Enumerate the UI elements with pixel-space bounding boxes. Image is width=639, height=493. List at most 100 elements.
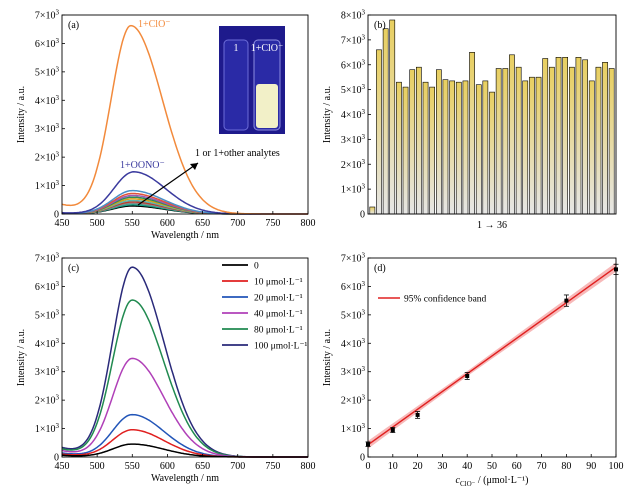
y-tick-label: 1×103	[35, 179, 60, 192]
inset-vial-left	[223, 39, 249, 131]
y-tick-label: 4×103	[35, 337, 60, 350]
x-tick-label: 10	[388, 461, 398, 472]
plot-frame	[61, 14, 309, 215]
bar-7	[415, 66, 422, 215]
x-axis-label: Wavelength / nm	[151, 473, 219, 484]
y-tick-label: 3×103	[35, 365, 60, 378]
legend-label-2: 20 μmol·L⁻¹	[254, 294, 303, 304]
legend-label: 95% confidence band	[404, 294, 487, 305]
x-tick-label: 80	[561, 461, 571, 472]
fit-line	[367, 266, 617, 446]
panel-d: 95% confidence band 0 1×103 2×103 3×103 4×103…	[322, 252, 624, 489]
plot-frame	[61, 257, 309, 458]
annotation-arrow-head	[190, 163, 198, 170]
x-tick-label: 550	[125, 218, 140, 229]
legend-label-5: 100 μmol·L⁻¹	[254, 342, 307, 352]
y-tick-label: 4×103	[341, 337, 366, 350]
bar-13	[455, 81, 462, 215]
bar-9	[429, 86, 436, 215]
annotation-others: 1 or 1+other analytes	[195, 148, 280, 159]
bar-17	[482, 80, 489, 215]
x-tick-label: 30	[437, 461, 447, 472]
panel-c: 0 1×103 2×103 3×103 4×103 5×103 6×103 7×103 450 5…	[16, 252, 316, 485]
data-point-2	[415, 412, 420, 417]
inset-photo: 1 1+ClO⁻	[219, 26, 285, 134]
inset-label-right: 1+ClO⁻	[251, 43, 284, 54]
bar-19	[495, 68, 502, 215]
bar-28	[555, 56, 562, 215]
y-tick-label: 7×103	[35, 9, 60, 22]
x-tick-label: 450	[55, 461, 70, 472]
bar-5	[402, 86, 409, 215]
bar-24	[529, 76, 535, 215]
panel-label: (b)	[374, 20, 386, 31]
x-axis-label: 1 → 36	[477, 220, 507, 231]
y-tick-label: 5×103	[35, 308, 60, 321]
y-tick-label: 7×103	[341, 252, 366, 265]
y-tick-label: 4×103	[35, 94, 60, 107]
y-tick-label: 2×103	[341, 394, 366, 407]
bar-20	[502, 68, 509, 215]
panel-a: 0 1×103 2×103 3×103 4×103 5×103 6×103 7×103 450 5…	[16, 9, 316, 242]
bar-27	[548, 66, 555, 215]
bar-12	[449, 80, 456, 215]
bar-21	[509, 54, 515, 215]
x-tick-label: 0	[366, 461, 371, 472]
y-tick-label: 6×103	[341, 58, 366, 71]
x-tick-label: 50	[487, 461, 497, 472]
y-tick-label: 3×103	[341, 133, 366, 146]
bar-3	[389, 19, 396, 215]
x-tick-label: 60	[512, 461, 522, 472]
x-tick-label: 90	[586, 461, 596, 472]
y-axis-label: Intensity / a.u.	[16, 329, 27, 386]
data-point-4	[564, 298, 569, 303]
bar-16	[475, 84, 482, 215]
x-tick-label: 700	[230, 218, 245, 229]
x-tick-label: 100	[609, 461, 624, 472]
bar-18	[489, 91, 495, 215]
y-tick-label: 0	[360, 453, 365, 464]
bar-26	[542, 58, 549, 215]
bar-25	[535, 76, 542, 215]
y-tick-label: 6×103	[35, 37, 60, 50]
y-tick-label: 2×103	[35, 394, 60, 407]
data-point-1	[390, 427, 395, 432]
bar-31	[575, 56, 582, 215]
x-tick-label: 40	[462, 461, 472, 472]
bar-32	[582, 59, 588, 215]
y-tick-label: 6×103	[341, 280, 366, 293]
bar-0	[369, 206, 376, 215]
y-axis-label: Intensity / a.u.	[16, 86, 27, 143]
y-tick-label: 7×103	[341, 33, 366, 46]
y-tick-label: 5×103	[35, 65, 60, 78]
annotation-arrow-line	[137, 162, 199, 206]
y-tick-label: 5×103	[341, 83, 366, 96]
y-tick-label: 0	[54, 453, 59, 464]
bar-36	[608, 68, 615, 215]
x-tick-label: 750	[265, 218, 280, 229]
x-tick-label: 600	[160, 461, 175, 472]
y-tick-label: 5×103	[341, 308, 366, 321]
bar-4	[396, 81, 402, 215]
y-tick-label: 6×103	[35, 280, 60, 293]
x-tick-label: 70	[537, 461, 547, 472]
bar-23	[522, 80, 529, 215]
bar-29	[562, 56, 568, 215]
bar-15	[469, 51, 475, 215]
y-tick-label: 2×103	[35, 151, 60, 164]
bar-35	[602, 61, 608, 215]
bar-10	[435, 69, 442, 215]
bar-14	[462, 80, 469, 215]
bar-2	[382, 28, 389, 215]
x-tick-label: 800	[301, 218, 316, 229]
legend-label-1: 10 μmol·L⁻¹	[254, 278, 303, 288]
annotation-clo: 1+ClO⁻	[138, 19, 171, 30]
y-tick-label: 7×103	[35, 252, 60, 265]
y-tick-label: 1×103	[341, 183, 366, 196]
legend-label-0: 0	[254, 262, 259, 272]
y-tick-label: 0	[54, 210, 59, 221]
data-point-3	[465, 373, 470, 378]
x-tick-label: 450	[55, 218, 70, 229]
y-tick-label: 0	[360, 210, 365, 221]
